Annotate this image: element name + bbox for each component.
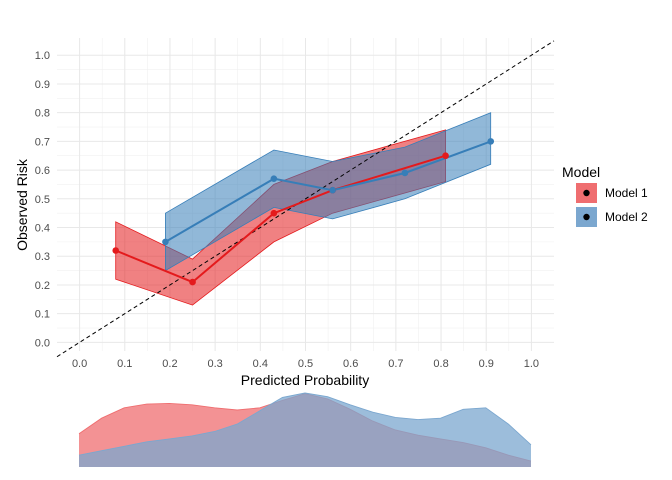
x-tick-label: 0.4 (253, 358, 268, 370)
point-model-2 (401, 169, 409, 177)
y-tick-label: 0.6 (35, 165, 50, 177)
y-tick-label: 0.2 (35, 280, 50, 292)
y-tick-label: 0.4 (35, 223, 50, 235)
density-area-model-2 (79, 393, 531, 467)
legend-point-model-2 (583, 213, 590, 221)
y-tick-label: 0.8 (35, 108, 50, 120)
legend: Model Model 1 Model 2 (562, 164, 648, 227)
x-tick-label: 0.9 (479, 358, 494, 370)
point-model-1 (270, 209, 278, 217)
x-tick-label: 0.2 (162, 358, 177, 370)
series-points (112, 138, 495, 286)
y-tick-label: 0.7 (35, 136, 50, 148)
legend-label-model-2: Model 2 (605, 210, 648, 224)
legend-label-model-1: Model 1 (605, 186, 648, 200)
y-tick-label: 0.1 (35, 309, 50, 321)
y-axis-title: Observed Risk (14, 158, 30, 251)
x-tick-label: 0.6 (343, 358, 358, 370)
x-axis-tick-labels: 0.0 0.1 0.2 0.3 0.4 0.5 0.6 0.7 0.8 0.9 1.0 (72, 358, 539, 370)
point-model-2 (487, 138, 495, 145)
point-model-1 (112, 247, 120, 254)
legend-point-model-1 (583, 189, 590, 197)
y-tick-label: 0.3 (35, 251, 50, 263)
reference-line (56, 40, 555, 358)
density-outline-model-2 (78, 392, 532, 456)
x-tick-label: 0.3 (207, 358, 222, 370)
x-axis-title: Predicted Probability (241, 372, 369, 388)
legend-title: Model (562, 164, 600, 180)
y-tick-label: 0.0 (35, 337, 50, 349)
x-tick-label: 0.7 (388, 358, 403, 370)
y-tick-label: 0.9 (35, 79, 50, 91)
legend-item-model-2: Model 2 (576, 207, 648, 227)
x-tick-label: 0.5 (298, 358, 313, 370)
y-axis-tick-labels: 0.0 0.1 0.2 0.3 0.4 0.5 0.6 0.7 0.8 0.9 1.0 (35, 50, 50, 349)
point-model-2 (270, 175, 278, 183)
x-tick-label: 1.0 (524, 358, 539, 370)
point-model-2 (162, 238, 169, 246)
x-tick-label: 0.1 (117, 358, 132, 370)
density-plot (78, 392, 532, 467)
y-tick-label: 1.0 (35, 50, 50, 62)
x-tick-label: 0.8 (433, 358, 448, 370)
point-model-1 (442, 152, 449, 160)
y-tick-label: 0.5 (35, 194, 50, 206)
legend-item-model-1: Model 1 (576, 183, 648, 203)
point-model-1 (189, 278, 196, 286)
reference-line-group (56, 40, 555, 358)
calibration-plot: 0.0 0.1 0.2 0.3 0.4 0.5 0.6 0.7 0.8 0.9 1.0 0.0 0.1… (14, 38, 555, 388)
x-tick-label: 0.0 (72, 358, 87, 370)
point-model-2 (329, 186, 336, 194)
